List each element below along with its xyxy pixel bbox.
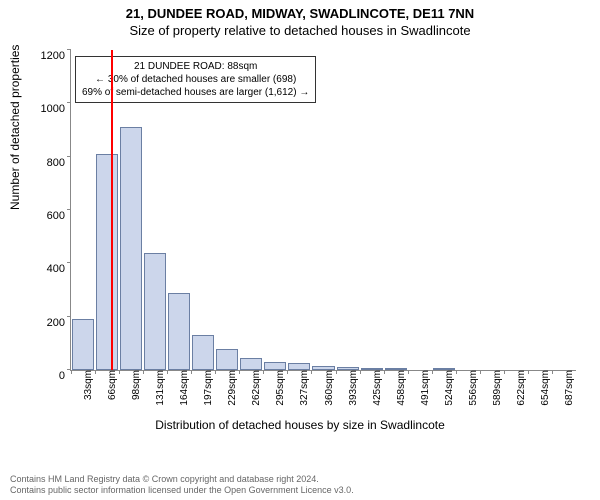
y-tick-mark (67, 156, 71, 157)
y-tick-mark (67, 209, 71, 210)
x-tick-mark (432, 370, 433, 374)
x-tick-label: 197sqm (199, 370, 214, 406)
x-tick-label: 556sqm (464, 370, 479, 406)
x-axis-label: Distribution of detached houses by size … (0, 418, 600, 432)
x-tick-label: 360sqm (320, 370, 335, 406)
x-tick-mark (287, 370, 288, 374)
x-tick-mark (191, 370, 192, 374)
histogram-bar (168, 293, 190, 370)
y-tick-label: 0 (59, 370, 71, 382)
x-tick-label: 589sqm (488, 370, 503, 406)
subject-property-marker (111, 50, 113, 370)
x-tick-mark (456, 370, 457, 374)
x-tick-label: 33sqm (79, 370, 94, 400)
title-main: 21, DUNDEE ROAD, MIDWAY, SWADLINCOTE, DE… (0, 6, 600, 21)
histogram-bar (337, 367, 359, 370)
x-tick-mark (480, 370, 481, 374)
x-tick-label: 229sqm (223, 370, 238, 406)
x-tick-label: 425sqm (368, 370, 383, 406)
x-tick-label: 98sqm (127, 370, 142, 400)
x-tick-mark (71, 370, 72, 374)
histogram-bar (240, 358, 262, 370)
histogram-bar (216, 349, 238, 370)
x-tick-mark (360, 370, 361, 374)
y-tick-label: 1000 (41, 103, 71, 115)
x-tick-mark (95, 370, 96, 374)
histogram-bar (312, 366, 334, 370)
footer-line-2: Contains public sector information licen… (10, 485, 354, 496)
x-tick-mark (119, 370, 120, 374)
y-axis-label: Number of detached properties (8, 45, 22, 210)
y-tick-label: 400 (47, 263, 71, 275)
histogram-bar (144, 253, 166, 370)
x-tick-label: 524sqm (440, 370, 455, 406)
footer-line-1: Contains HM Land Registry data © Crown c… (10, 474, 354, 485)
y-tick-mark (67, 316, 71, 317)
x-tick-label: 687sqm (560, 370, 575, 406)
histogram-bar (433, 368, 455, 370)
x-tick-mark (263, 370, 264, 374)
x-tick-mark (215, 370, 216, 374)
y-tick-mark (67, 49, 71, 50)
x-tick-mark (239, 370, 240, 374)
chart-title-block: 21, DUNDEE ROAD, MIDWAY, SWADLINCOTE, DE… (0, 0, 600, 38)
x-tick-label: 66sqm (103, 370, 118, 400)
y-tick-label: 800 (47, 157, 71, 169)
y-tick-mark (67, 102, 71, 103)
histogram-bar (192, 335, 214, 370)
y-tick-mark (67, 262, 71, 263)
chart-container: Number of detached properties 21 DUNDEE … (0, 40, 600, 440)
x-tick-label: 164sqm (175, 370, 190, 406)
x-tick-mark (408, 370, 409, 374)
x-tick-mark (504, 370, 505, 374)
x-tick-label: 295sqm (271, 370, 286, 406)
histogram-bar (288, 363, 310, 370)
annotation-line-1: 21 DUNDEE ROAD: 88sqm (82, 60, 309, 73)
histogram-bar (264, 362, 286, 370)
x-tick-label: 327sqm (295, 370, 310, 406)
x-tick-label: 491sqm (416, 370, 431, 406)
histogram-bar (96, 154, 118, 370)
title-sub: Size of property relative to detached ho… (0, 23, 600, 38)
chart-footer: Contains HM Land Registry data © Crown c… (10, 474, 354, 497)
histogram-bar (120, 127, 142, 370)
x-tick-mark (311, 370, 312, 374)
y-tick-label: 1200 (41, 50, 71, 62)
x-tick-mark (528, 370, 529, 374)
x-tick-mark (167, 370, 168, 374)
annotation-line-2: ← 30% of detached houses are smaller (69… (82, 73, 309, 86)
annotation-line-3: 69% of semi-detached houses are larger (… (82, 86, 309, 99)
x-tick-label: 393sqm (344, 370, 359, 406)
plot-area: 21 DUNDEE ROAD: 88sqm ← 30% of detached … (70, 50, 576, 371)
x-tick-label: 458sqm (392, 370, 407, 406)
x-tick-mark (336, 370, 337, 374)
histogram-bar (385, 368, 407, 370)
x-tick-label: 622sqm (512, 370, 527, 406)
histogram-bar (72, 319, 94, 370)
x-tick-mark (552, 370, 553, 374)
x-tick-label: 262sqm (247, 370, 262, 406)
histogram-bar (361, 368, 383, 370)
y-tick-label: 600 (47, 210, 71, 222)
x-tick-label: 654sqm (536, 370, 551, 406)
x-tick-mark (143, 370, 144, 374)
y-tick-label: 200 (47, 317, 71, 329)
x-tick-mark (384, 370, 385, 374)
x-tick-label: 131sqm (151, 370, 166, 406)
